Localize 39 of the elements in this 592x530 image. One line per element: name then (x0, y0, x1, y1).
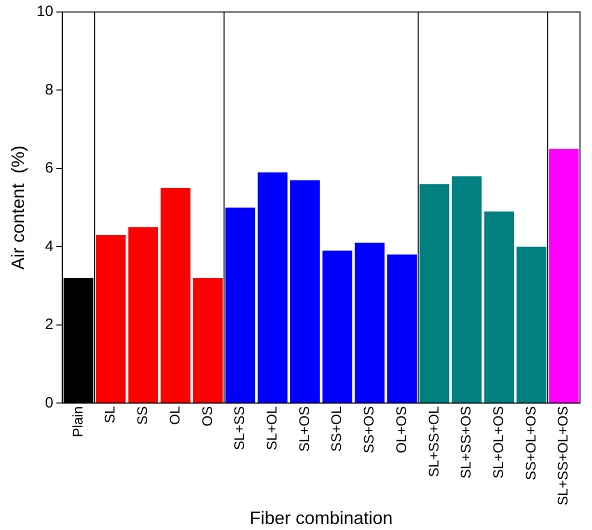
y-axis-title: Air content (%) (8, 146, 28, 270)
x-tick-label: OL+OS (392, 406, 409, 454)
y-tick-label: 2 (44, 316, 54, 334)
x-axis-title: Fiber combination (250, 508, 393, 528)
x-tick-label: SL+SS+OL+OS (554, 406, 571, 506)
bar (258, 172, 288, 403)
x-tick-label: OS (198, 406, 215, 426)
bar (420, 184, 450, 403)
bar (322, 250, 352, 403)
x-tick-label: SL+SS+OL (425, 406, 442, 477)
bar (548, 148, 579, 403)
x-tick-label: SL+SS (231, 406, 248, 450)
bar (160, 188, 190, 403)
bar (452, 176, 482, 403)
bar (516, 246, 546, 403)
x-tick-label: OL (166, 406, 182, 425)
bar (290, 180, 320, 403)
x-tick-label: SL+OL (263, 406, 280, 450)
bar (193, 278, 223, 403)
x-tick-label: SS+OS (360, 406, 377, 454)
x-tick-label: SL+OS (296, 406, 312, 452)
bar (225, 208, 256, 403)
bar (484, 211, 514, 403)
bar (354, 242, 385, 403)
y-tick-label: 0 (44, 394, 54, 412)
y-tick-label: 8 (44, 81, 54, 98)
y-tick-label: 6 (44, 160, 54, 177)
bar (387, 254, 417, 403)
x-tick-label: SS+OL+OS (522, 406, 538, 480)
bar (128, 227, 158, 403)
x-tick-label: SL+OL+OS (490, 406, 506, 479)
y-tick-label: 4 (44, 238, 54, 255)
x-tick-label: SL (102, 406, 118, 424)
x-tick-label: SS (134, 406, 150, 425)
x-tick-label: SL+SS+OS (458, 406, 474, 479)
x-tick-label: Plain (69, 406, 86, 438)
bar (96, 234, 126, 403)
y-tick-label: 10 (36, 3, 54, 20)
x-tick-label: SS+OL (328, 406, 344, 452)
